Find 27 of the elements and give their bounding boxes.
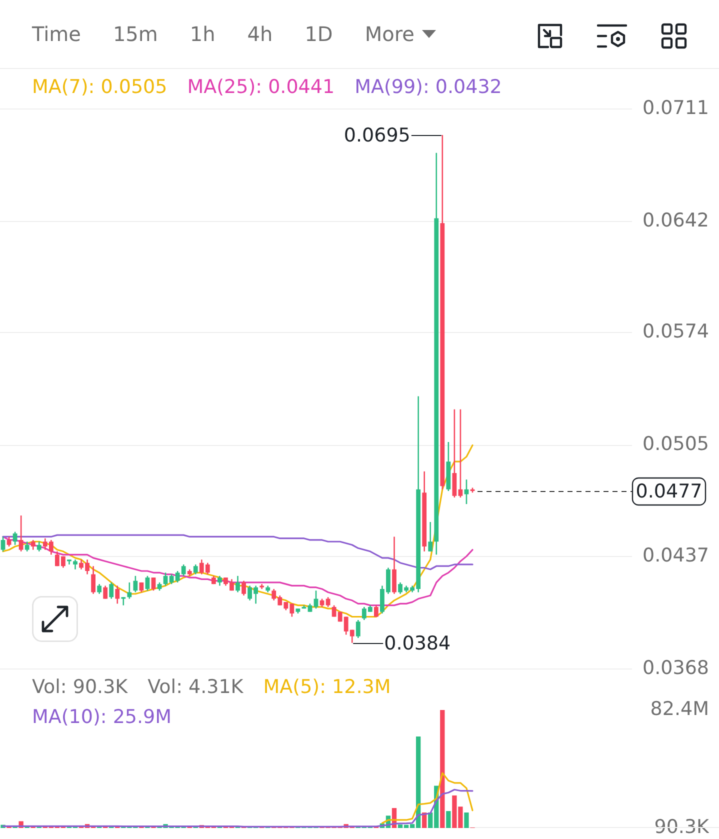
y-tick-label: 82.4M — [650, 698, 709, 720]
annotation: 0.0384 — [384, 632, 451, 654]
text: 0.0477 — [636, 480, 702, 502]
y-tick-label: 0.0368 — [642, 656, 709, 679]
text: MA(99): 0.0432 — [354, 75, 502, 100]
text: MA(7): 0.0505 — [32, 75, 168, 100]
text: MA(5): 12.3M — [263, 675, 391, 700]
text: 1D — [304, 22, 333, 46]
text: 4h — [247, 22, 273, 46]
y-tick-label: 0.0642 — [642, 209, 709, 232]
text: Vol: 4.31K — [148, 675, 244, 700]
y-tick-label: 0.0711 — [642, 96, 709, 119]
text: MA(25): 0.0441 — [187, 75, 335, 100]
y-tick-label: 0.0437 — [642, 544, 709, 566]
bar — [464, 812, 469, 828]
y-tick-label: 0.0574 — [642, 320, 709, 343]
text: More — [364, 22, 414, 46]
text: Vol: 90.3K — [32, 675, 128, 700]
text: 1h — [190, 22, 216, 46]
text: Time — [32, 22, 81, 46]
bar — [446, 811, 451, 828]
annotation: 0.0695 — [344, 124, 410, 146]
y-tick-label: 0.0505 — [642, 433, 709, 456]
candlestick — [121, 597, 126, 606]
bar — [440, 710, 445, 828]
text: 15m — [112, 22, 158, 46]
text: MA(10): 25.9M — [32, 705, 172, 730]
